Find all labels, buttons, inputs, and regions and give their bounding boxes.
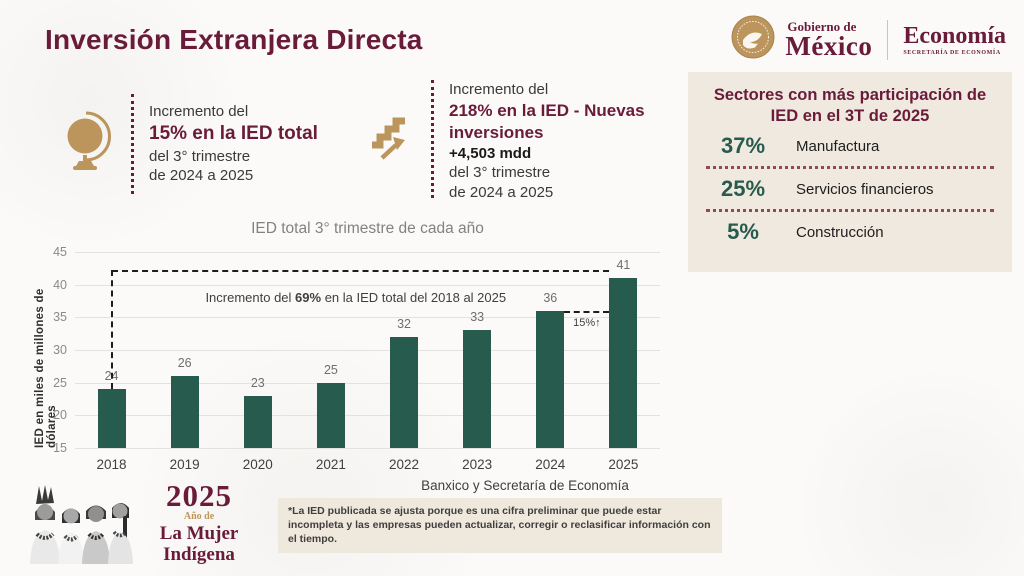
sector-row-construccion: 5% Construcción [704,212,996,252]
y-axis-tick-label: 25 [53,375,67,390]
x-axis-tick-label: 2024 [535,457,566,472]
bar-value-label: 36 [543,290,558,305]
bar-value-label: 41 [616,258,631,273]
page-title: Inversión Extranjera Directa [45,24,423,55]
sector-pct: 5% [727,219,759,245]
x-axis-tick-label: 2018 [96,457,127,472]
gridline [75,448,660,449]
sectors-panel-title: Sectores con más participación de IED en… [713,86,987,125]
bar-value-label: 26 [177,356,192,371]
badge-subtitle: Año de [183,511,215,522]
sector-pct: 25% [720,176,766,202]
bar-value-label: 25 [323,362,338,377]
y-axis-tick-label: 45 [53,245,67,259]
bar-value-label: 32 [397,316,412,331]
economia-text: Economía [903,22,1006,49]
logo-divider [887,19,889,60]
x-axis-tick-label: 2019 [169,457,200,472]
bar-value-label: 33 [470,310,485,325]
bar-2019 [170,376,199,448]
callout-highlight: 15% en la IED total [149,122,318,144]
gobierno-de-mexico-wordmark: Gobierno de México [785,20,872,60]
background-watermark [784,356,1024,576]
year-2025-badge: 2025 Año de La Mujer Indígena [144,480,254,566]
stairs-up-icon [368,114,416,169]
sector-label: Manufactura [796,137,880,155]
annotation-text: Incremento del 69% en la IED total del 2… [205,289,507,305]
gobierno-de-text: Gobierno de [787,18,857,34]
y-axis-tick-label: 15 [53,441,67,455]
sector-pct: 37% [720,133,766,159]
x-axis-tick-label: 2022 [389,457,420,472]
bar-2022 [390,336,419,448]
y-axis-tick-label: 30 [53,343,67,357]
annotation-connector-line [110,269,113,390]
callout-nuevas-inversiones: Incremento del 218% en la IED - Nuevas i… [368,80,654,202]
gridline [75,317,660,319]
x-axis-tick-label: 2020 [242,457,273,472]
annotation-step-label: 15%↑ [573,316,601,329]
indigenous-women-photo [24,484,136,569]
sector-label: Servicios financieros [796,180,934,198]
bar-2018 [97,389,126,448]
sector-row-manufactura: 37% Manufactura [704,126,996,166]
bar-2020 [243,395,272,448]
callout-line4: de 2024 a 2025 [449,183,554,201]
sector-label: Construcción [796,223,884,241]
callout-highlight: 218% en la IED - Nuevas inversiones [449,100,645,142]
bar-2024 [536,310,565,448]
bar-2025 [609,278,638,448]
callout-line3: del 3° trimestre [149,147,251,165]
badge-line3: Indígena [163,543,235,565]
mexico-seal-icon [730,14,776,65]
chart-title: IED total 3° trimestre de cada año [251,220,484,237]
gobierno-mexico-logo: Gobierno de México Economía SECRETARÍA D… [730,14,1006,65]
x-axis-tick-label: 2023 [462,457,493,472]
badge-line2: La Mujer [159,523,239,544]
footnote: *La IED publicada se ajusta porque es un… [278,498,722,553]
sector-dotted-separator [706,209,994,213]
bar-2023 [463,330,492,448]
gridline [75,382,660,384]
callout-line3: del 3° trimestre [449,164,551,182]
callout-amount: +4,503 mdd [449,144,532,162]
gridline [75,252,660,253]
mexico-text: México [785,30,873,61]
gridline [75,284,660,286]
callout-text: Incremento del 218% en la IED - Nuevas i… [449,80,654,202]
x-axis-tick-label: 2021 [315,457,346,472]
callout-text: Incremento del 15% en la IED total del 3… [149,102,318,185]
callout-prefix: Incremento del [149,103,249,121]
chart-source: Banxico y Secretaría de Economía [421,478,629,493]
callout-line4: de 2024 a 2025 [149,167,254,185]
callout-prefix: Incremento del [449,81,549,98]
annotation-range-line [111,269,610,272]
sector-row-servicios-financieros: 25% Servicios financieros [704,169,996,209]
annotation-step-line [564,310,610,313]
gridline [75,415,660,417]
dotted-divider [131,94,134,194]
y-axis-tick-label: 20 [53,408,67,423]
chart-plot: 15 20 25 30 35 40 45 24 2018 26 2019 23 2020 25 2021 32… [53,245,660,472]
badge-year: 2025 [166,478,232,513]
callout-ied-total: Incremento del 15% en la IED total del 3… [60,94,318,194]
y-axis-tick-label: 35 [53,310,67,325]
y-axis-tick-label: 40 [53,277,67,292]
globe-icon [60,109,116,180]
x-axis-tick-label: 2025 [608,457,639,472]
bar-2021 [316,382,345,448]
dotted-divider [431,80,434,198]
sectors-panel: Sectores con más participación de IED en… [688,72,1012,272]
economia-wordmark: Economía SECRETARÍA DE ECONOMÍA [903,24,1006,56]
bar-value-label: 23 [250,375,265,390]
sector-dotted-separator [706,166,994,170]
secretaria-sub-text: SECRETARÍA DE ECONOMÍA [903,49,1001,56]
gridline [75,350,660,351]
